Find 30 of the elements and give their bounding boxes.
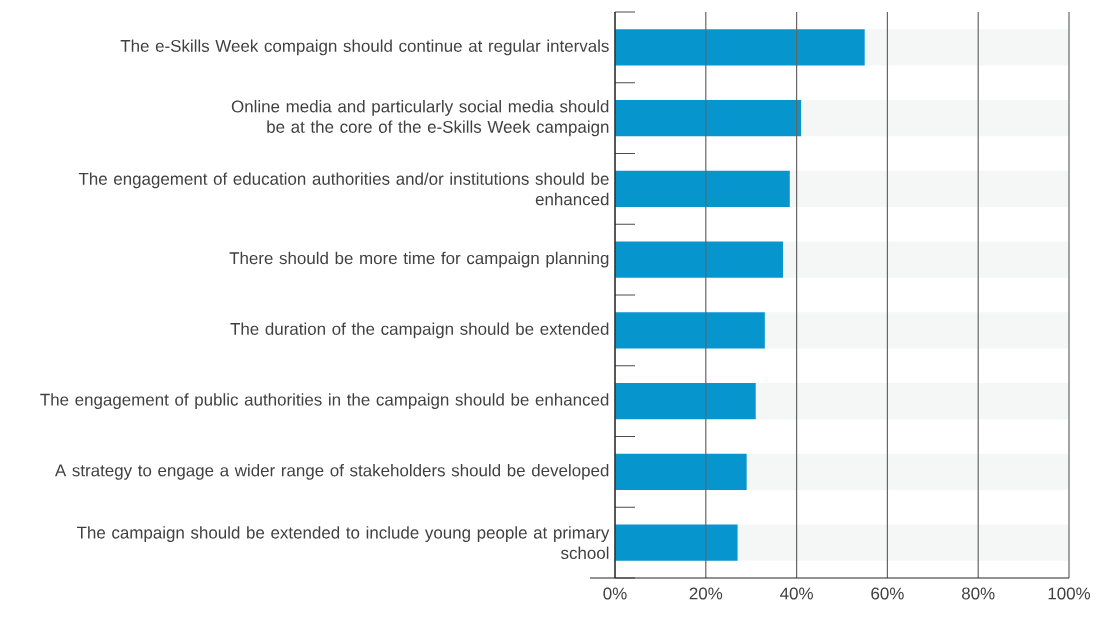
x-tick-label: 0% (603, 587, 627, 600)
y-tick-label: The engagement of education authorities and/or institutions should be enhanced (78, 172, 609, 206)
bar (764, 312, 1069, 349)
y-tick-label: The duration of the campaign should be extended (230, 322, 609, 339)
bar (615, 170, 790, 207)
bar (737, 524, 1069, 561)
bar (864, 29, 1069, 66)
bar (782, 241, 1069, 278)
y-tick-label: A strategy to engage a wider range of stakeholders should be developed (54, 463, 609, 480)
bar (615, 383, 756, 420)
y-tick-label: The campaign should be extended to include young people at primary school (76, 526, 610, 560)
x-tick-label: 100% (1048, 587, 1091, 600)
bar (789, 170, 1069, 207)
bar (615, 312, 765, 349)
bar (615, 453, 747, 490)
bar (615, 100, 802, 137)
bar (615, 524, 738, 561)
y-tick-label: The e-Skills Week compaign should continue at regular intervals (120, 39, 609, 56)
x-tick-label: 80% (961, 587, 995, 600)
bar (615, 29, 865, 66)
bar (755, 383, 1069, 420)
x-tick-label: 40% (780, 587, 813, 600)
bar (615, 241, 783, 278)
bar (746, 453, 1069, 490)
x-tick-label: 60% (871, 587, 904, 600)
y-tick-label: Online media and particularly social media should be at the core of the e-Skills Week campaign (231, 100, 609, 137)
bar (801, 100, 1069, 137)
y-tick-label: The engagement of public authorities in the campaign should be enhanced (40, 393, 609, 410)
x-tick-label: 20% (689, 587, 723, 600)
y-tick-label: There should be more time for campaign planning (229, 251, 609, 268)
